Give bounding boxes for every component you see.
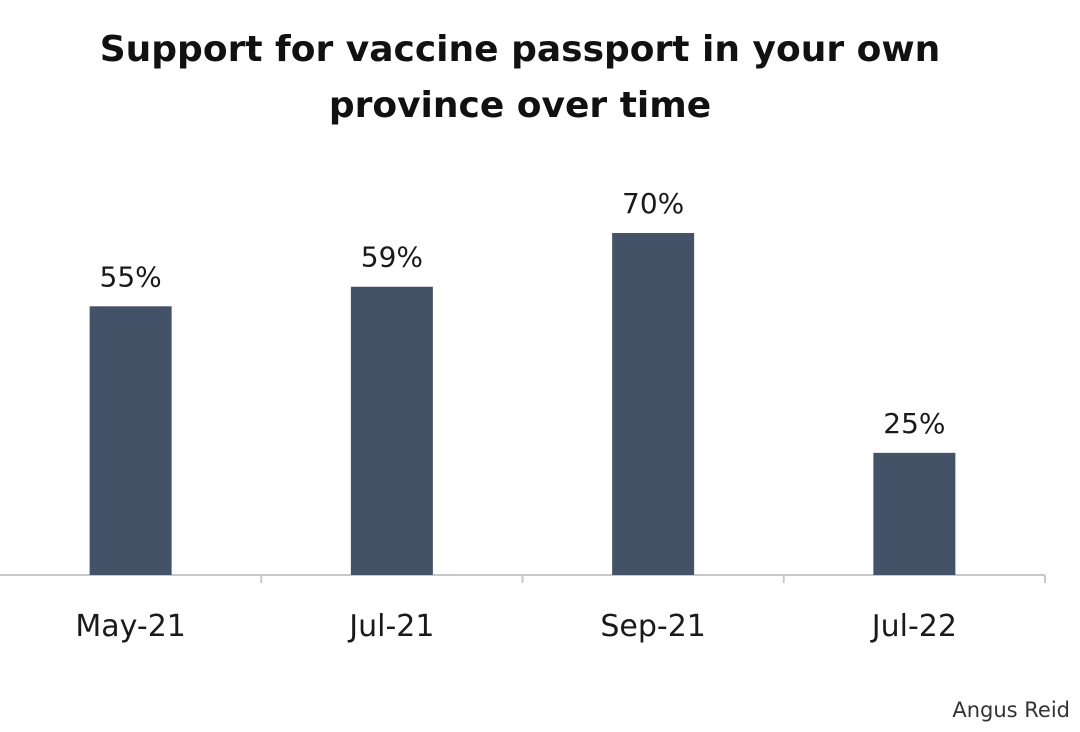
bar-may-21 xyxy=(89,306,172,575)
x-tick-label: Sep-21 xyxy=(600,609,706,644)
source-label: Angus Reid xyxy=(952,698,1070,722)
x-tick-label: May-21 xyxy=(75,609,186,644)
chart-title: Support for vaccine passport in your own… xyxy=(99,29,941,126)
bar-jul-21 xyxy=(350,286,433,575)
data-label: 55% xyxy=(100,260,162,293)
data-label: 59% xyxy=(361,241,423,274)
x-tick-label: Jul-21 xyxy=(347,609,434,644)
data-label: 25% xyxy=(883,407,945,440)
bar-jul-22 xyxy=(873,452,956,575)
x-tick-label: Jul-22 xyxy=(870,609,957,644)
bar-sep-21 xyxy=(612,233,695,575)
data-label: 70% xyxy=(622,187,684,220)
